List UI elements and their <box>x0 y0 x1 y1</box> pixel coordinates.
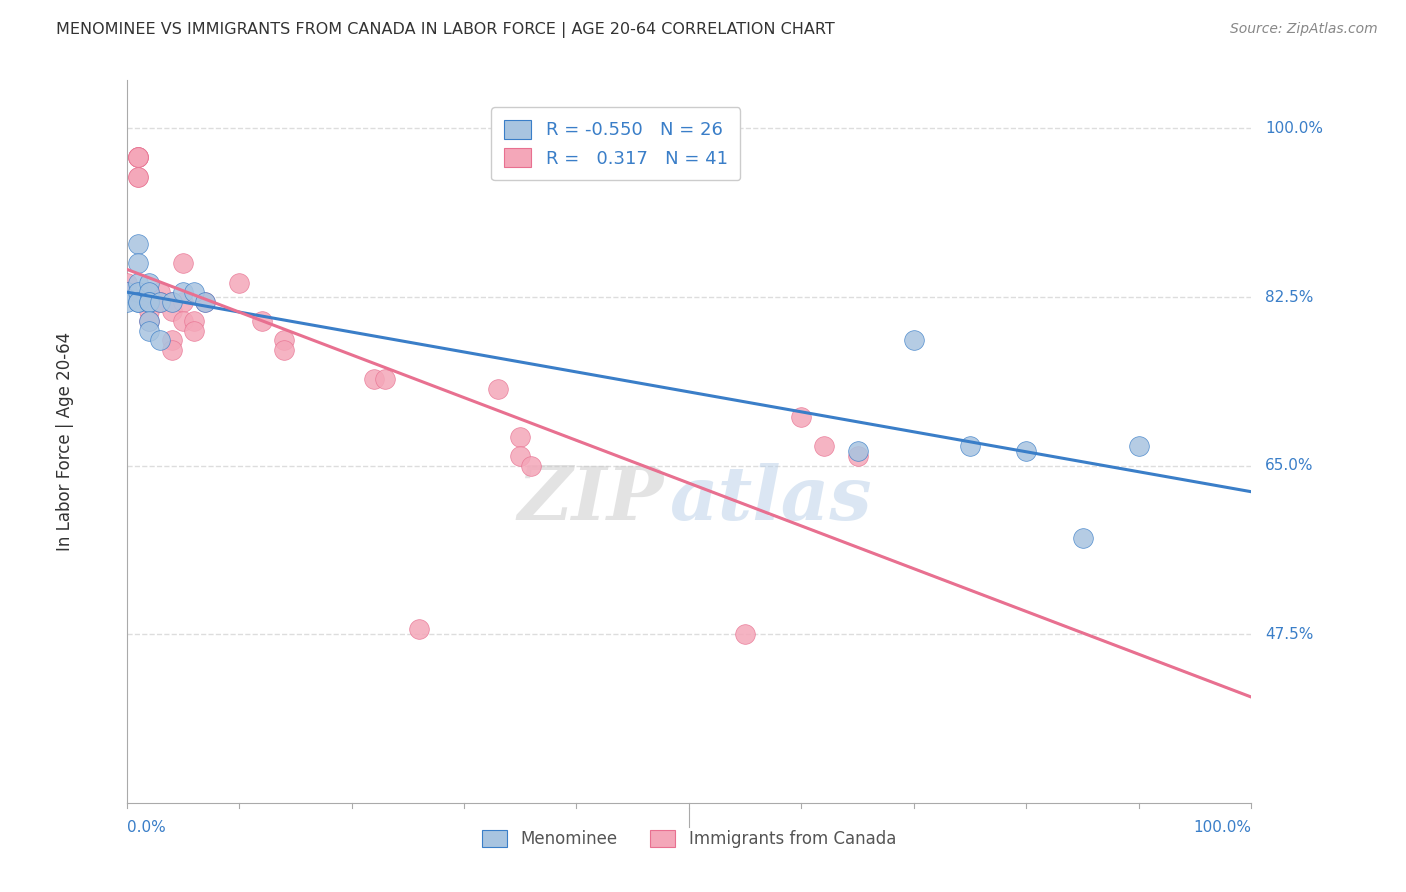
Point <box>138 294 160 309</box>
Text: 100.0%: 100.0% <box>1194 820 1251 835</box>
Point <box>138 304 160 318</box>
Point <box>127 276 149 290</box>
Point <box>183 324 205 338</box>
Point <box>183 314 205 328</box>
Point <box>138 285 160 300</box>
Point <box>138 276 160 290</box>
Legend: Menominee, Immigrants from Canada: Menominee, Immigrants from Canada <box>470 818 908 860</box>
Point <box>172 314 194 328</box>
Point <box>160 334 183 348</box>
Point <box>273 334 295 348</box>
Point <box>790 410 813 425</box>
Point <box>273 343 295 357</box>
Point <box>115 285 138 300</box>
Text: Source: ZipAtlas.com: Source: ZipAtlas.com <box>1230 22 1378 37</box>
Point <box>115 285 138 300</box>
Point <box>138 294 160 309</box>
Point <box>160 304 183 318</box>
Point <box>115 294 138 309</box>
Point <box>813 439 835 453</box>
Point <box>1071 531 1094 545</box>
Point <box>520 458 543 473</box>
Text: 0.0%: 0.0% <box>127 820 166 835</box>
Point <box>363 372 385 386</box>
Point <box>846 449 869 463</box>
Point <box>509 430 531 444</box>
Point <box>959 439 981 453</box>
Point <box>127 237 149 252</box>
Point <box>194 294 217 309</box>
Point <box>194 294 217 309</box>
Point <box>160 294 183 309</box>
Point <box>115 276 138 290</box>
Point <box>250 314 273 328</box>
Point <box>138 294 160 309</box>
Point <box>127 150 149 164</box>
Point <box>115 285 138 300</box>
Point <box>138 314 160 328</box>
Text: In Labor Force | Age 20-64: In Labor Force | Age 20-64 <box>56 332 73 551</box>
Point <box>127 169 149 184</box>
Text: 47.5%: 47.5% <box>1265 627 1313 641</box>
Text: ZIP: ZIP <box>517 463 664 535</box>
Point <box>149 285 172 300</box>
Point <box>138 324 160 338</box>
Point <box>486 382 509 396</box>
Point <box>228 276 250 290</box>
Point <box>846 444 869 458</box>
Point <box>127 150 149 164</box>
Point <box>149 294 172 309</box>
Point <box>903 334 925 348</box>
Point <box>172 294 194 309</box>
Point <box>1015 444 1038 458</box>
Text: 100.0%: 100.0% <box>1265 121 1323 136</box>
Point <box>138 314 160 328</box>
Point <box>127 256 149 270</box>
Text: atlas: atlas <box>669 463 872 535</box>
Point <box>172 285 194 300</box>
Point <box>408 623 430 637</box>
Point <box>138 285 160 300</box>
Point <box>127 150 149 164</box>
Point <box>160 343 183 357</box>
Point <box>149 294 172 309</box>
Point <box>127 294 149 309</box>
Point <box>127 150 149 164</box>
Point <box>149 334 172 348</box>
Point <box>374 372 396 386</box>
Text: 82.5%: 82.5% <box>1265 290 1313 304</box>
Point <box>172 256 194 270</box>
Text: MENOMINEE VS IMMIGRANTS FROM CANADA IN LABOR FORCE | AGE 20-64 CORRELATION CHART: MENOMINEE VS IMMIGRANTS FROM CANADA IN L… <box>56 22 835 38</box>
Point <box>734 627 756 641</box>
Point <box>127 285 149 300</box>
Point <box>160 294 183 309</box>
Point <box>127 169 149 184</box>
Point <box>183 285 205 300</box>
Point <box>127 294 149 309</box>
Point <box>1128 439 1150 453</box>
Point <box>149 294 172 309</box>
Text: 65.0%: 65.0% <box>1265 458 1313 473</box>
Point <box>509 449 531 463</box>
